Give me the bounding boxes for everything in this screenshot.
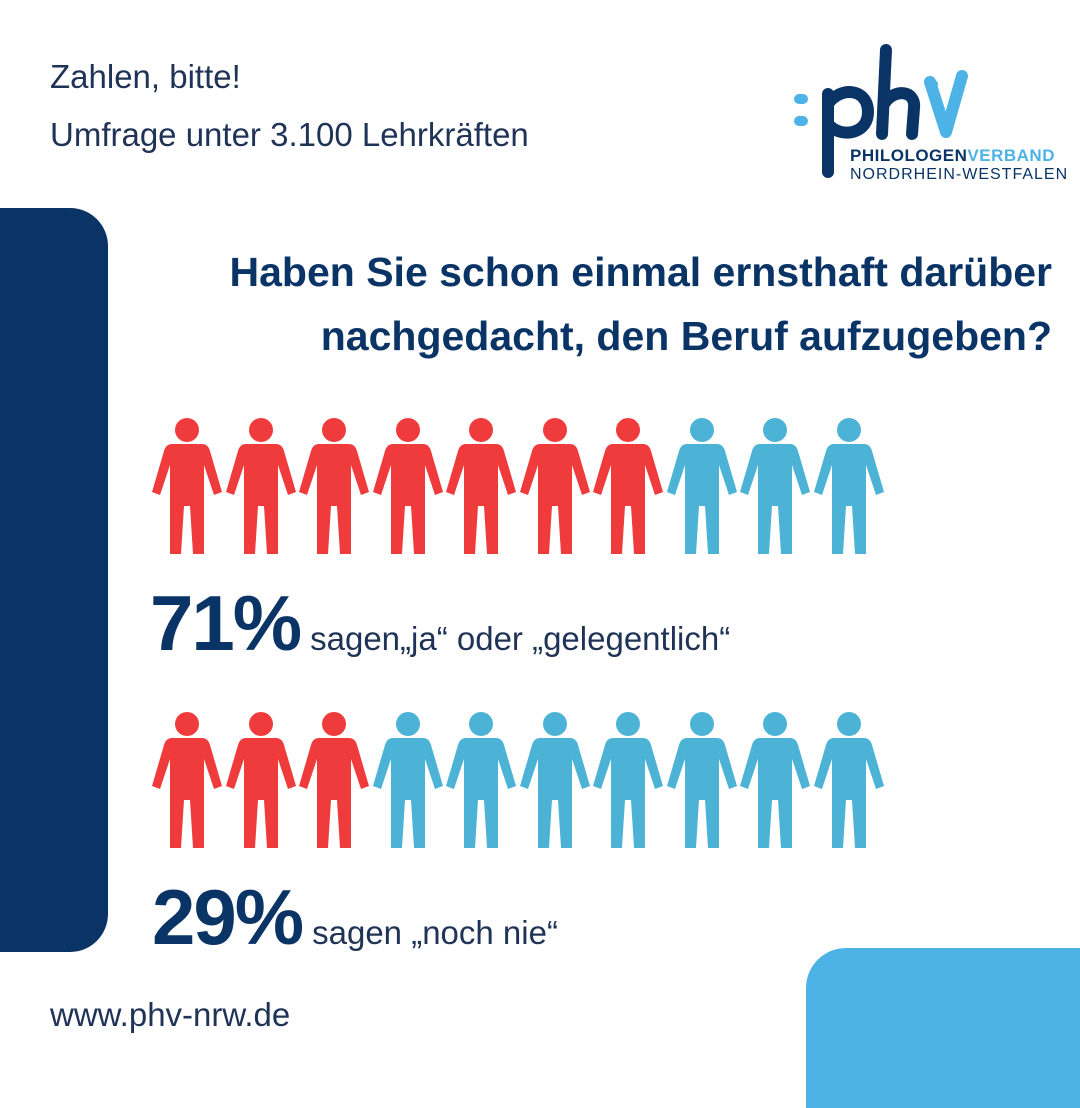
logo-name: PHILOLOGENVERBAND <box>850 146 1055 165</box>
pictogram-row-2 <box>150 712 910 852</box>
person-icon <box>813 712 884 848</box>
header-subtitle: Umfrage unter 3.100 Lehrkräften <box>50 116 529 153</box>
logo-region: NORDRHEIN-WESTFALEN <box>850 166 1069 183</box>
question-line-1: Haben Sie schon einmal ernsthaft darüber <box>229 249 1052 295</box>
website-url: www.phv-nrw.de <box>50 996 291 1033</box>
phv-logo-mark <box>794 44 968 178</box>
person-icon <box>593 712 663 848</box>
question-line-2: nachgedacht, den Beruf aufzugeben? <box>320 313 1052 359</box>
person-icon <box>225 418 296 554</box>
person-icon <box>299 712 369 848</box>
person-icon <box>740 418 810 554</box>
pictogram-row-1 <box>150 418 910 558</box>
stat-1: 71% sagen„ja“ oder „gelegentlich“ <box>150 578 730 669</box>
person-icon <box>299 418 369 554</box>
person-icon <box>372 712 443 848</box>
person-icon <box>152 712 222 848</box>
person-icon <box>446 712 516 848</box>
survey-question: Haben Sie schon einmal ernsthaft darüber… <box>230 240 1052 368</box>
stat-2-label: sagen „noch nie“ <box>312 914 558 951</box>
person-icon <box>225 712 296 848</box>
blue-corner-block <box>806 948 1080 1108</box>
person-icon <box>372 418 443 554</box>
navy-side-bar <box>0 208 108 952</box>
person-icon <box>519 712 590 848</box>
person-icon <box>666 418 737 554</box>
header-title: Zahlen, bitte! <box>50 58 241 95</box>
person-icon <box>152 418 222 554</box>
person-icon <box>446 418 516 554</box>
person-icon <box>519 418 590 554</box>
stat-1-percent: 71% <box>150 579 302 667</box>
phv-logo: PHILOLOGENVERBAND NORDRHEIN-WESTFALEN <box>790 42 1067 192</box>
stat-2: 29% sagen „noch nie“ <box>152 872 558 963</box>
person-icon <box>666 712 737 848</box>
person-icon <box>593 418 663 554</box>
stat-2-percent: 29% <box>152 873 304 961</box>
person-icon <box>813 418 884 554</box>
person-icon <box>740 712 810 848</box>
stat-1-label: sagen„ja“ oder „gelegentlich“ <box>310 620 731 657</box>
